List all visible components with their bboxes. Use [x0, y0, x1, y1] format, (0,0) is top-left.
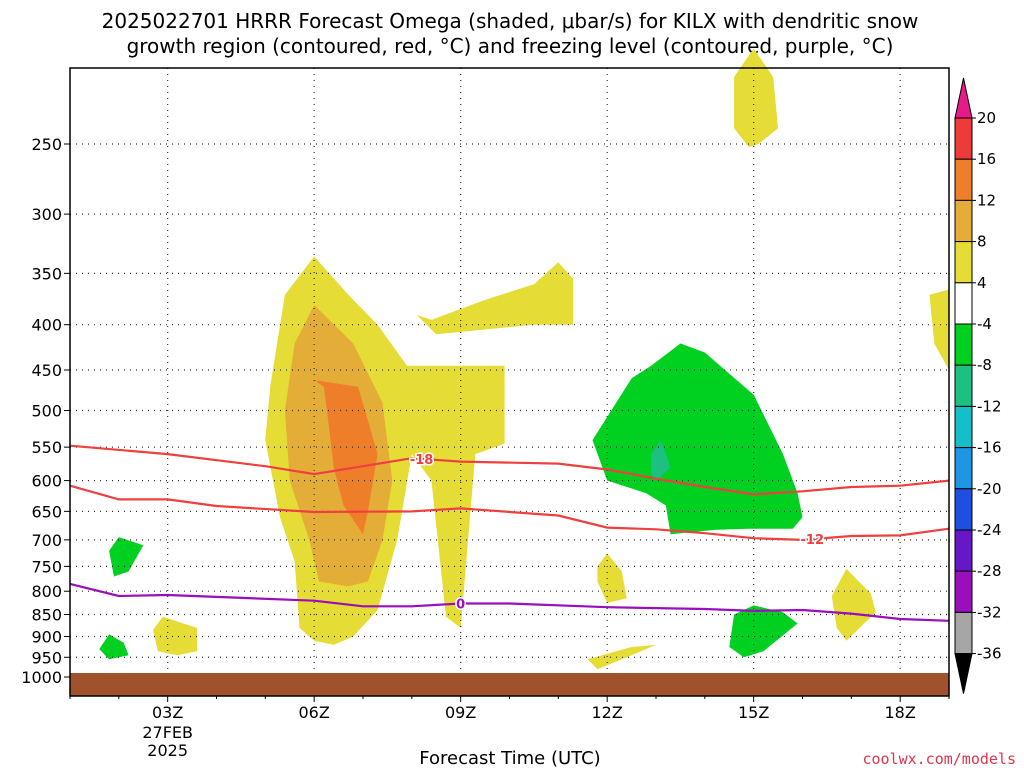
- omega-region-6: [597, 553, 627, 603]
- colorbar: 20 16 12 8 4 -4 -8 -12 -16 -20 -24 -28 -32 -36: [954, 77, 1002, 694]
- omega-region-5: [734, 48, 779, 148]
- colorbar-label: -32: [977, 603, 1002, 621]
- y-tick-label: 250: [31, 135, 62, 154]
- colorbar-band: [954, 611, 973, 655]
- colorbar-label: -20: [977, 480, 1002, 498]
- colorbar-band: [954, 570, 973, 613]
- omega-region-11: [651, 440, 671, 481]
- colorbar-label: -12: [977, 397, 1002, 415]
- x-tick-label: 12Z: [592, 703, 623, 722]
- colorbar-label: 12: [977, 191, 996, 209]
- x-tick-label: 18Z: [885, 703, 916, 722]
- omega-region-14: [99, 634, 129, 660]
- colorbar-band: [954, 405, 973, 449]
- y-tick-label: 950: [31, 648, 62, 667]
- colorbar-band: [954, 199, 973, 243]
- plot-grid: [70, 68, 949, 696]
- y-tick-label: 400: [31, 316, 62, 335]
- colorbar-label: -24: [977, 521, 1002, 539]
- x-tick-label: 15Z: [738, 703, 769, 722]
- colorbar-band: [954, 158, 973, 201]
- x-axis-label: Forecast Time (UTC): [419, 748, 600, 768]
- colorbar-label: 8: [977, 233, 987, 251]
- y-tick-label: 750: [31, 557, 62, 576]
- colorbar-label: -36: [977, 645, 1002, 663]
- y-tick-label: 450: [31, 361, 62, 380]
- y-tick-label: 550: [31, 438, 62, 457]
- omega-region-2: [314, 380, 378, 535]
- y-axis: 250 300 350 400 450 500 550 600 650 700 750 800 850 9…: [21, 135, 70, 687]
- y-tick-label: 900: [31, 627, 62, 646]
- x-tick-label: 03Z: [152, 703, 183, 722]
- contour-label--18: -18: [410, 453, 434, 468]
- colorbar-band: [954, 447, 973, 490]
- omega-region-10: [592, 343, 803, 535]
- y-tick-label: 300: [31, 205, 62, 224]
- omega-region-8: [587, 644, 656, 670]
- colorbar-label: 20: [977, 109, 996, 127]
- x-date-label: 2025: [147, 741, 188, 760]
- x-tick-label: 09Z: [445, 703, 476, 722]
- colorbar-top-arrow: [954, 77, 973, 119]
- y-tick-label: 850: [31, 606, 62, 625]
- chart-title-line-1: 2025022701 HRRR Forecast Omega (shaded, …: [102, 9, 919, 33]
- omega-region-4: [929, 289, 949, 370]
- contour-line--12: [69, 484, 950, 542]
- credit-link[interactable]: coolwx.com/models: [862, 750, 1016, 768]
- colorbar-label: -16: [977, 439, 1002, 457]
- plot-frame: [69, 67, 950, 697]
- y-tick-label: 1000: [21, 668, 62, 687]
- omega-region-12: [729, 605, 798, 658]
- y-tick-label: 650: [31, 502, 62, 521]
- colorbar-label: -28: [977, 562, 1002, 580]
- y-tick-label: 500: [31, 402, 62, 421]
- ground-strip: [70, 673, 949, 696]
- omega-region-7: [831, 568, 876, 641]
- colorbar-band: [954, 282, 973, 325]
- omega-region-9: [153, 616, 197, 656]
- plot-regions: [99, 48, 949, 670]
- colorbar-band: [954, 117, 973, 160]
- chart-title-line-2: growth region (contoured, red, °C) and f…: [127, 34, 894, 58]
- colorbar-label: -4: [977, 315, 992, 333]
- contour-label--12: -12: [801, 533, 825, 548]
- colorbar-label: 4: [977, 274, 987, 292]
- y-tick-label: 700: [31, 531, 62, 550]
- colorbar-band: [954, 241, 973, 284]
- y-tick-label: 350: [31, 264, 62, 283]
- contour-line--18: [69, 444, 950, 496]
- contour-line-0: [69, 582, 950, 622]
- colorbar-band: [954, 364, 973, 407]
- colorbar-band: [954, 529, 973, 572]
- x-date-label: 27FEB: [142, 723, 193, 742]
- omega-region-3: [416, 262, 573, 335]
- x-tick-label: 06Z: [299, 703, 330, 722]
- plot-lines: -18 -12 0: [69, 444, 950, 622]
- omega-region-13: [109, 537, 144, 577]
- colorbar-label: 16: [977, 150, 996, 168]
- contour-label-0: 0: [456, 598, 465, 613]
- y-tick-label: 800: [31, 582, 62, 601]
- colorbar-label: -8: [977, 356, 992, 374]
- colorbar-bottom-arrow: [954, 653, 973, 694]
- colorbar-band: [954, 323, 973, 366]
- y-tick-label: 600: [31, 472, 62, 491]
- colorbar-band: [954, 488, 973, 531]
